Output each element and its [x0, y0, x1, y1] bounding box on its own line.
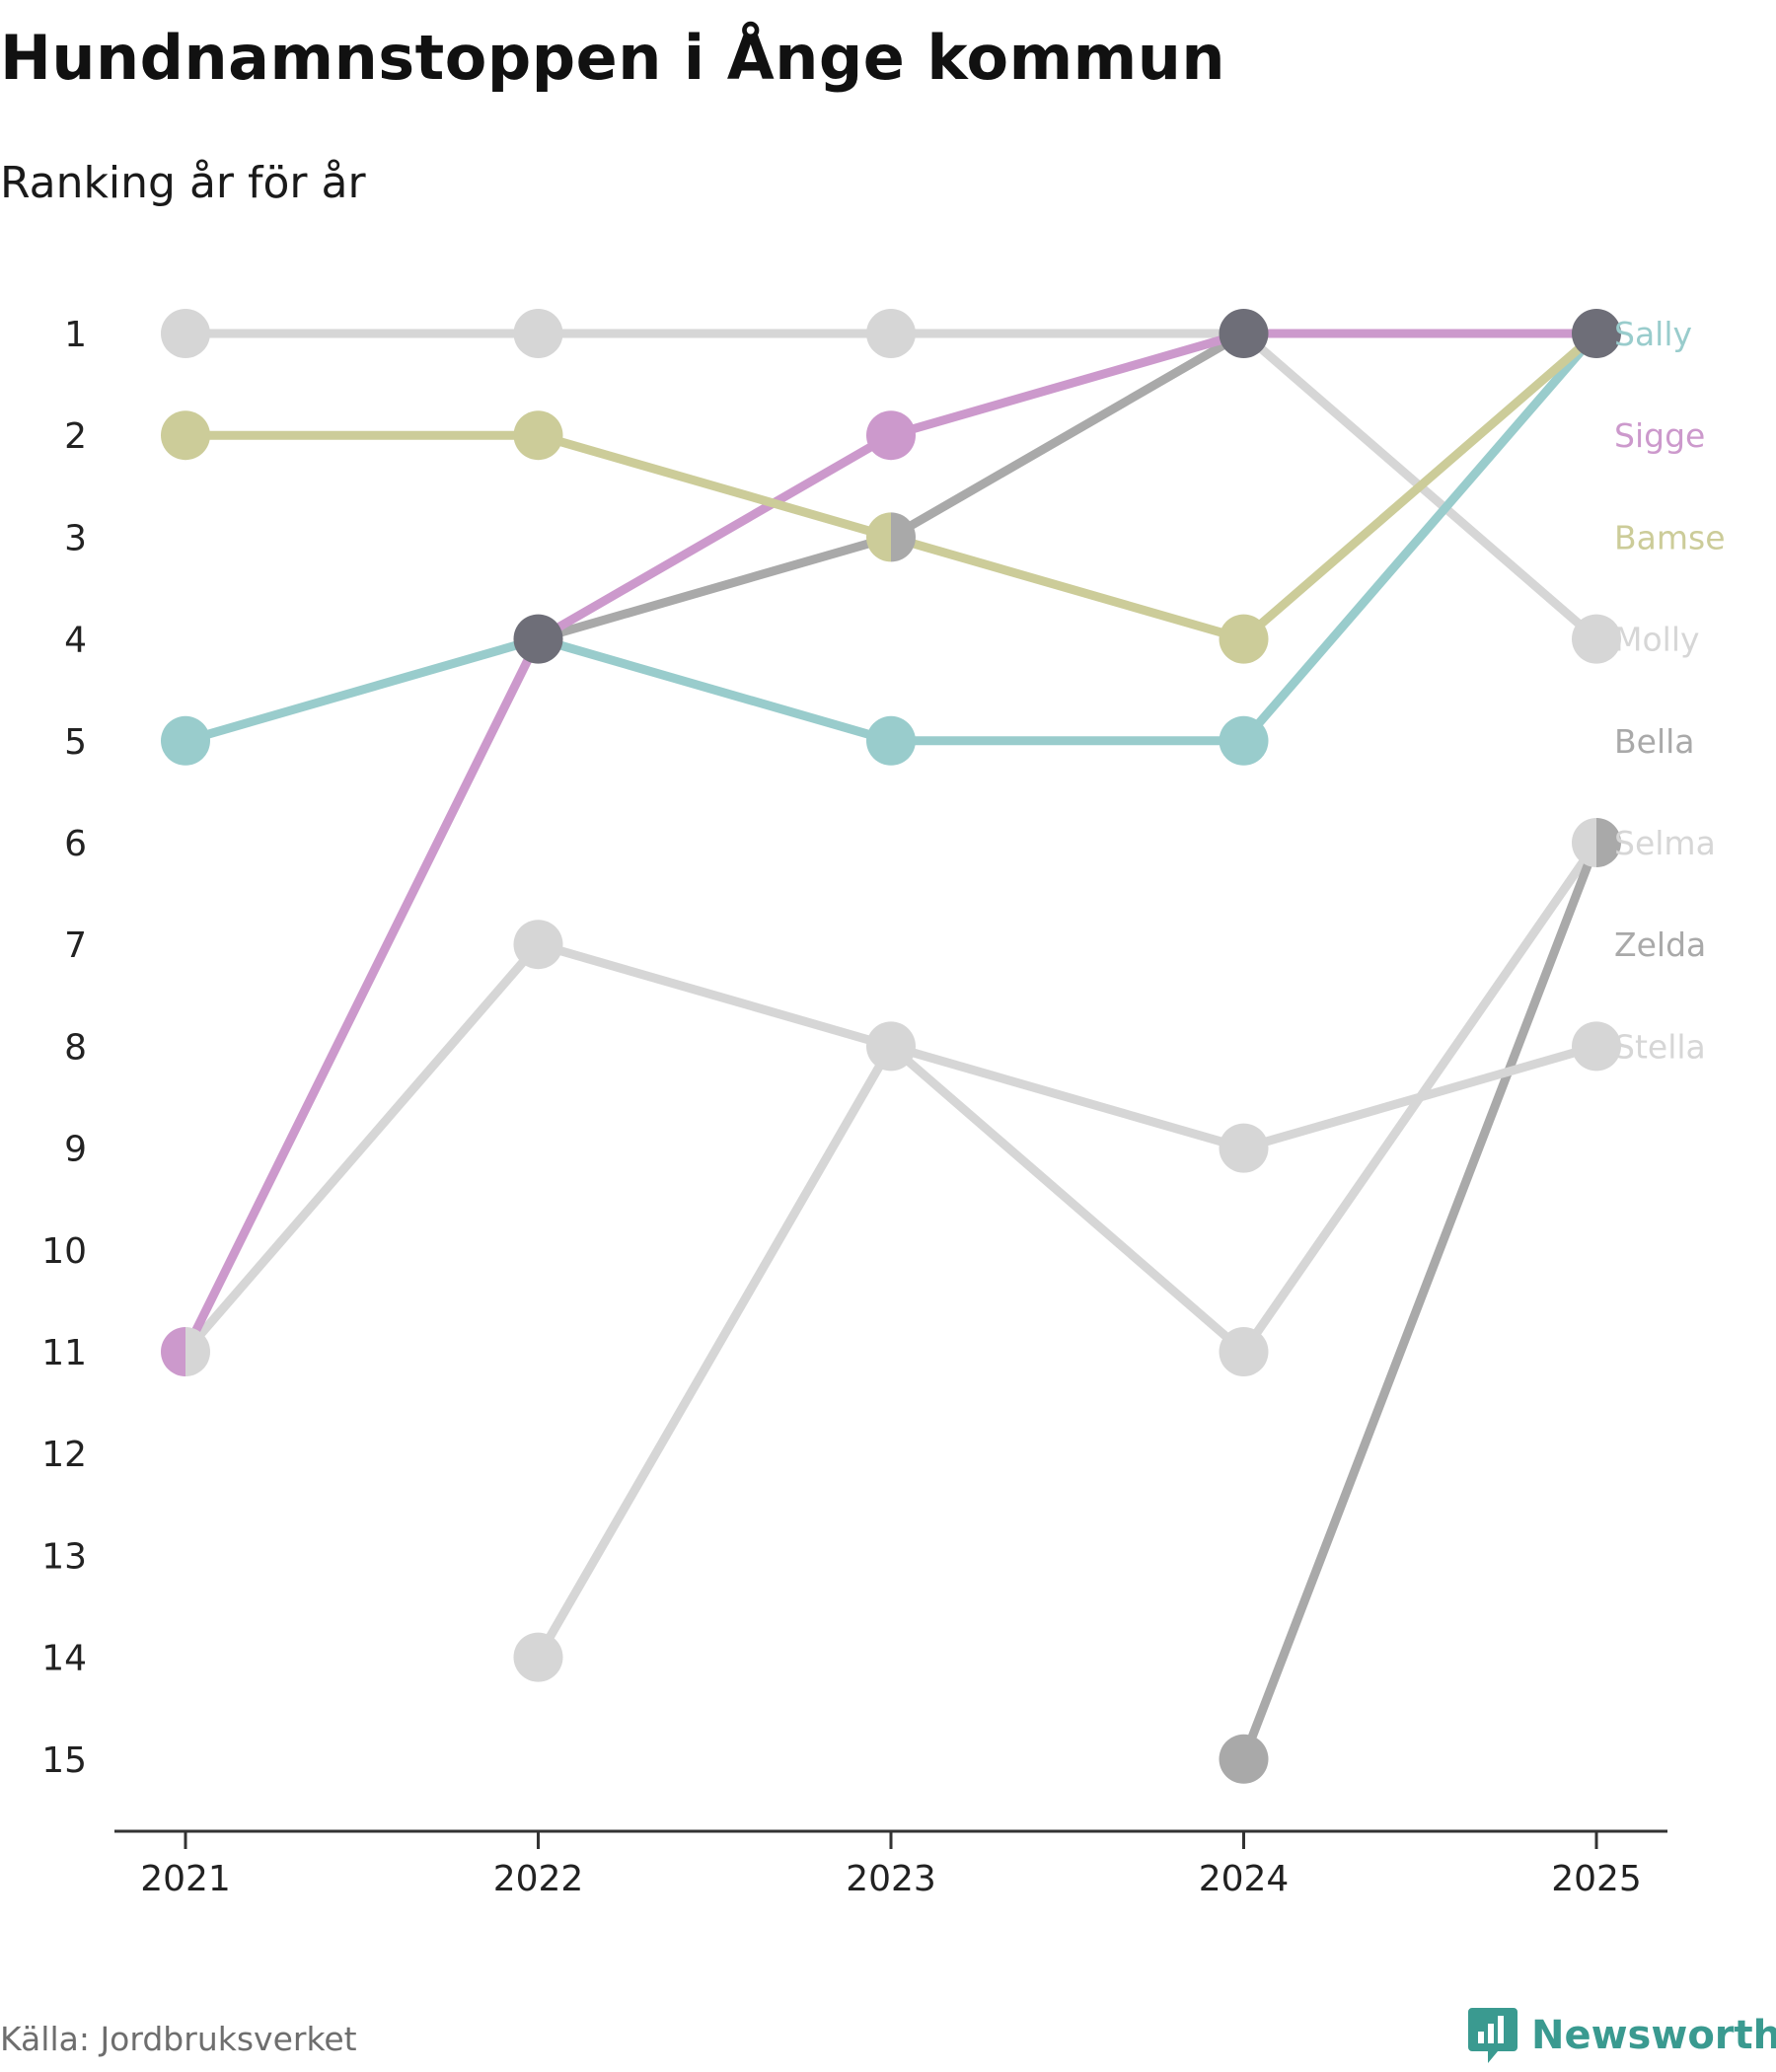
y-tick-label: 4 — [64, 621, 87, 661]
marker-stella — [1572, 1021, 1621, 1072]
brand-name: Newsworthy — [1531, 2013, 1776, 2058]
x-tick-label: 2022 — [493, 1859, 584, 1899]
marker-stella — [1219, 1123, 1269, 1173]
series-label-molly: Molly — [1614, 621, 1700, 659]
y-tick-label: 12 — [41, 1435, 87, 1475]
line-bella — [534, 329, 1601, 644]
marker-zelda — [1219, 1734, 1269, 1784]
chart-subtitle: Ranking år för år — [0, 158, 366, 208]
y-tick-label: 11 — [41, 1333, 87, 1373]
x-tick-label: 2023 — [846, 1859, 936, 1899]
marker-molly — [866, 309, 916, 358]
line-sigge — [181, 329, 1601, 1357]
series-label-bella: Bella — [1614, 722, 1695, 761]
marker-bamse — [866, 512, 891, 562]
marker-overlap — [1219, 309, 1269, 358]
marker-sigge — [866, 410, 916, 461]
series-label-sally: Sally — [1614, 315, 1692, 353]
source-note: Källa: Jordbruksverket — [0, 2020, 357, 2058]
y-tick-label: 7 — [64, 925, 87, 966]
chart-title: Hundnamnstoppen i Ånge kommun — [0, 22, 1226, 94]
marker-sally — [161, 715, 210, 766]
series-label-selma: Selma — [1614, 824, 1716, 862]
marker-bamse — [161, 410, 210, 461]
y-tick-label: 8 — [64, 1027, 87, 1068]
marker-sally — [866, 715, 916, 766]
marker-bamse — [513, 410, 563, 461]
y-tick-label: 3 — [64, 518, 87, 558]
series-markers — [161, 309, 1621, 1784]
marker-stella — [891, 1021, 916, 1072]
marker-stella — [513, 920, 563, 970]
series-labels: Sally Sigge Bamse Molly Bella Selma Zelda Stell… — [1614, 315, 1726, 1066]
series-label-stella: Stella — [1614, 1027, 1706, 1066]
marker-sally — [1219, 715, 1269, 766]
line-molly — [181, 329, 1601, 644]
marker-bamse — [1219, 614, 1269, 664]
newsworthy-logo-icon — [1468, 2008, 1517, 2063]
marker-selma — [513, 1632, 563, 1682]
y-tick-label: 1 — [64, 315, 87, 355]
y-tick-label: 10 — [41, 1231, 87, 1272]
series-label-bamse: Bamse — [1614, 518, 1726, 556]
marker-molly — [161, 309, 210, 358]
line-bamse — [181, 329, 1601, 644]
marker-molly — [513, 309, 563, 358]
x-tick-label: 2024 — [1199, 1859, 1290, 1899]
marker-bella — [891, 512, 916, 562]
marker-stella — [185, 1327, 210, 1376]
x-tick-label: 2025 — [1551, 1859, 1642, 1899]
marker-selma — [1572, 818, 1596, 867]
y-tick-label: 5 — [64, 722, 87, 763]
y-tick-label: 14 — [41, 1639, 87, 1679]
y-tick-label: 15 — [41, 1740, 87, 1781]
series-label-zelda: Zelda — [1614, 925, 1706, 964]
marker-molly — [1572, 614, 1621, 664]
series-label-sigge: Sigge — [1614, 416, 1705, 455]
marker-selma — [866, 1021, 891, 1072]
y-tick-label: 9 — [64, 1130, 87, 1170]
marker-overlap — [1572, 309, 1621, 358]
x-tick-label: 2021 — [140, 1859, 231, 1899]
marker-sigge — [161, 1327, 185, 1376]
line-zelda — [1239, 838, 1601, 1764]
marker-selma — [1219, 1327, 1269, 1376]
brand-logo: Newsworthy — [1468, 2008, 1776, 2063]
marker-overlap — [513, 614, 563, 664]
y-tick-label: 13 — [41, 1536, 87, 1577]
y-tick-label: 6 — [64, 824, 87, 864]
y-tick-label: 2 — [64, 416, 87, 457]
marker-zelda — [1596, 818, 1621, 867]
